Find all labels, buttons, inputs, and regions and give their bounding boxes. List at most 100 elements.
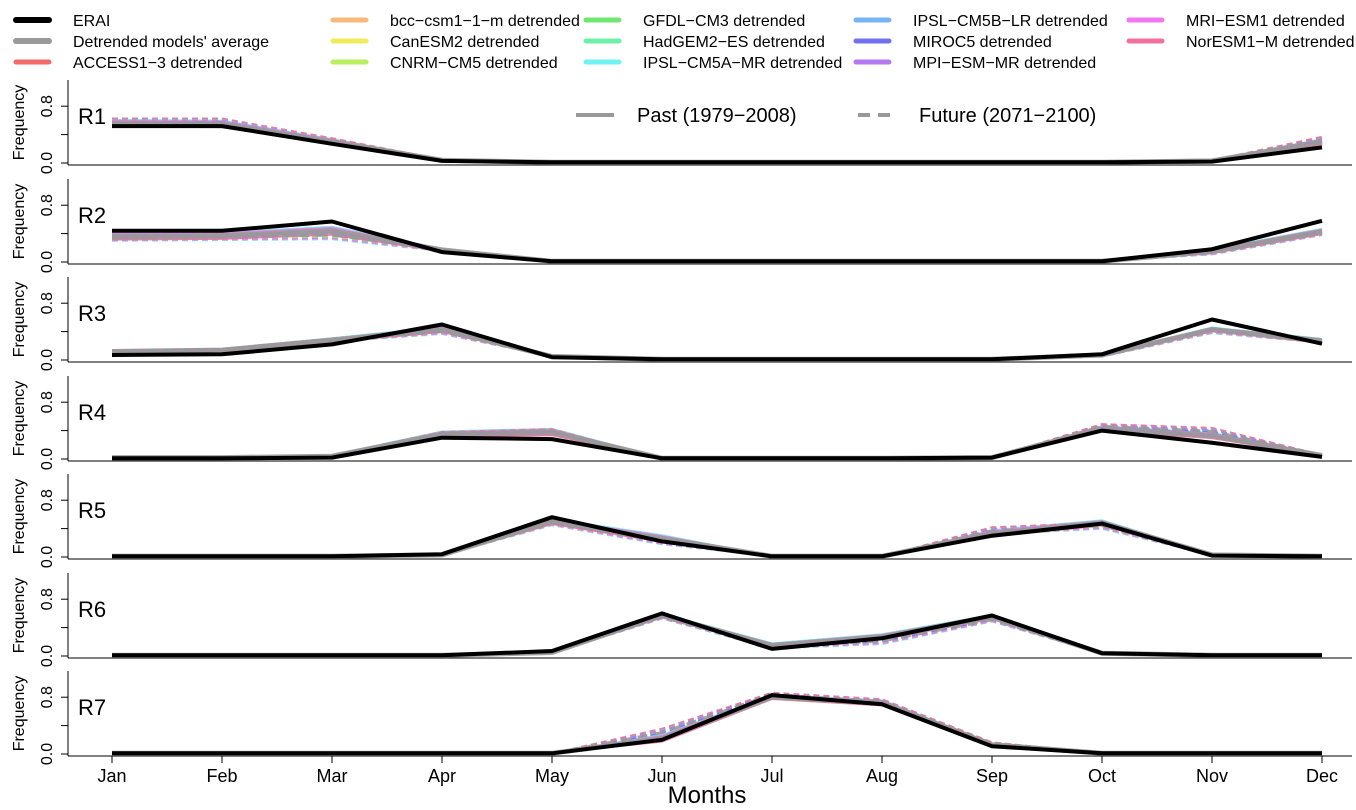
model-future-line (111, 234, 1323, 263)
model-future-line (112, 618, 1322, 657)
y-tick-label: 0.8 (39, 95, 56, 117)
legend-label: CanESM2 detrended (390, 34, 539, 51)
x-tick-label: Jun (647, 766, 676, 786)
legend-label: ERAI (73, 13, 110, 30)
y-axis-label: Frequency (11, 85, 28, 161)
model-past-line (112, 616, 1322, 657)
models-average-future-line (112, 521, 1323, 558)
model-past-line (112, 614, 1322, 657)
region-label: R7 (78, 695, 106, 720)
model-past-line (112, 615, 1322, 657)
model-past-line (112, 522, 1323, 558)
legend-label: CNRM−CM5 detrended (390, 55, 558, 72)
model-past-line (112, 522, 1323, 558)
model-past-line (112, 694, 1322, 755)
y-tick-label: 0.8 (39, 489, 56, 511)
model-future-line (111, 232, 1323, 263)
erai-line (112, 693, 1322, 756)
y-axis-label: Frequency (11, 479, 28, 555)
model-past-line (112, 696, 1322, 755)
model-future-line (112, 694, 1322, 755)
y-tick-label: 0.0 (39, 448, 56, 470)
model-future-line (112, 693, 1322, 755)
model-future-line (112, 693, 1322, 755)
y-tick-label: 0.8 (39, 391, 56, 413)
model-future-line (112, 123, 1323, 164)
y-tick-label: 0.8 (39, 292, 56, 314)
model-past-line (112, 696, 1322, 755)
model-future-line (112, 615, 1322, 657)
y-tick-label: 0.8 (39, 588, 56, 610)
panel-r3: 0.0 0.8 Frequency R3 (11, 277, 1352, 371)
region-label: R3 (78, 301, 106, 326)
y-tick-label: 0.0 (39, 743, 56, 765)
model-future-line (112, 616, 1322, 657)
model-future-line (112, 694, 1322, 755)
model-past-line (112, 698, 1322, 755)
model-past-line (112, 695, 1322, 755)
legend-label: MRI−ESM1 detrended (1186, 13, 1345, 30)
erai-line (112, 515, 1323, 559)
legend-label: IPSL−CM5A−MR detrended (643, 55, 842, 72)
x-tick-label: Nov (1196, 766, 1228, 786)
y-tick-label: 0.8 (39, 686, 56, 708)
x-tick-label: Feb (206, 766, 237, 786)
model-past-line (112, 698, 1322, 755)
model-past-line (111, 121, 1323, 164)
model-future-line (112, 617, 1322, 657)
y-tick-label: 0.0 (39, 645, 56, 667)
y-tick-label: 0.8 (39, 194, 56, 216)
models-average-future-line (112, 692, 1322, 755)
x-tick-label: Oct (1088, 766, 1116, 786)
style-label: Future (2071−2100) (919, 105, 1096, 127)
legend-label: HadGEM2−ES detrended (643, 34, 825, 51)
region-label: R4 (78, 400, 106, 425)
legend-label: bcc−csm1−1−m detrended (390, 13, 580, 30)
legend-label: IPSL−CM5B−LR detrended (913, 13, 1108, 30)
legend-label: GFDL−CM3 detrended (643, 13, 805, 30)
legend-label: MPI−ESM−MR detrended (913, 55, 1096, 72)
models-average-future-line (111, 329, 1323, 361)
x-axis: Jan Feb Mar Apr May Jun Jul Aug Sep Oct Nov Dec (97, 756, 1338, 786)
models-average-future-line (112, 121, 1323, 164)
model-future-line (112, 522, 1323, 558)
model-future-line (112, 524, 1323, 558)
panel-r6: 0.0 0.8 Frequency R6 (11, 573, 1352, 667)
region-label: R5 (78, 498, 106, 523)
model-future-line (112, 694, 1322, 755)
model-future-line (112, 523, 1323, 558)
model-future-line (112, 695, 1322, 755)
y-tick-label: 0.0 (39, 251, 56, 273)
y-tick-label: 0.0 (39, 349, 56, 371)
model-future-line (112, 120, 1323, 164)
model-past-line (112, 616, 1322, 657)
erai-line (112, 428, 1323, 461)
legend-label: NorESM1−M detrended (1186, 34, 1355, 51)
model-future-line (112, 692, 1322, 755)
x-tick-label: Jul (760, 766, 783, 786)
erai-line (112, 124, 1323, 165)
line-style-legend: Past (1979−2008) Future (2071−2100) (576, 105, 1096, 127)
model-future-line (112, 614, 1322, 657)
panel-r7: 0.0 0.8 Frequency R7 (11, 671, 1352, 765)
model-past-line (112, 694, 1322, 755)
panel-r1: 0.0 0.8 Frequency R1 (11, 80, 1352, 174)
model-past-line (112, 697, 1322, 755)
x-tick-label: Jan (97, 766, 126, 786)
style-label: Past (1979−2008) (637, 105, 797, 127)
x-tick-label: Sep (976, 766, 1008, 786)
y-axis-label: Frequency (11, 578, 28, 654)
x-tick-label: Mar (317, 766, 348, 786)
model-past-line (112, 697, 1322, 755)
model-future-line (112, 523, 1323, 558)
panel-r2: 0.0 0.8 Frequency R2 (11, 179, 1352, 273)
model-past-line (111, 123, 1323, 164)
model-past-line (112, 613, 1322, 657)
model-past-line (112, 523, 1323, 558)
legend: ERAI Detrended models' average ACCESS1−3 d… (13, 13, 1355, 72)
region-label: R6 (78, 597, 106, 622)
y-axis-label: Frequency (11, 381, 28, 457)
x-tick-label: Apr (428, 766, 456, 786)
model-future-line (112, 695, 1322, 755)
